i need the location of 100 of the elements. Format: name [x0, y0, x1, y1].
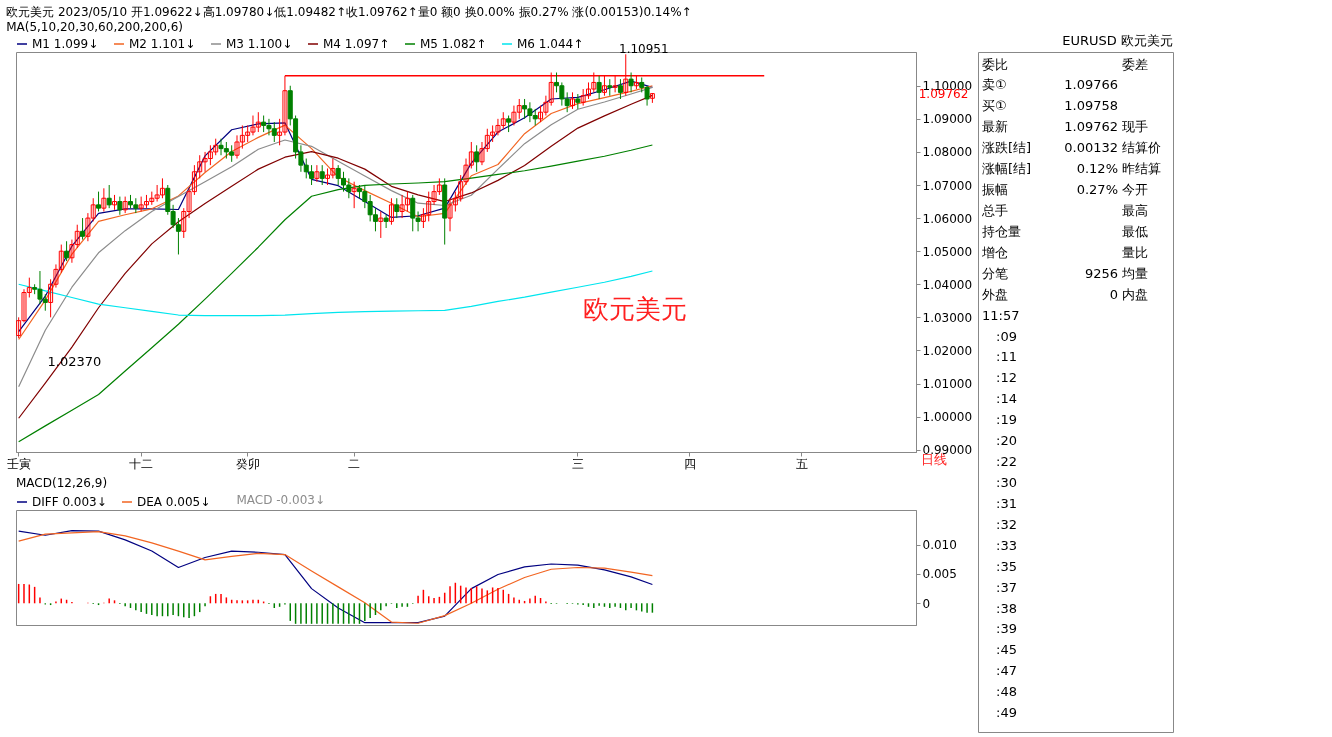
candlestick [117, 196, 123, 216]
candlestick [378, 210, 384, 239]
candlestick [314, 164, 320, 183]
text: 卖① [982, 77, 1007, 93]
y-tick-label: 1.07000 [922, 178, 973, 193]
text: EURUSD 欧元美元 [1062, 33, 1173, 48]
text: 1.09766 [1064, 77, 1118, 93]
candlestick [351, 181, 357, 209]
text: 委比 [982, 56, 1008, 72]
candlestick [319, 164, 325, 186]
text: 振幅 [982, 182, 1008, 198]
legend-label: DEA 0.005↓ [137, 495, 211, 509]
text: 内盘 [1122, 286, 1148, 302]
y-tick-label: 1.04000 [922, 277, 973, 292]
y-tick-label: 0.005 [922, 567, 957, 582]
x-tick-label: 五 [795, 456, 808, 471]
text: 1.09758 [1064, 98, 1118, 114]
chart-subtitle: MA(5,10,20,30,60,200,200,6) [6, 20, 183, 34]
text: MACD -0.003↓ [236, 492, 326, 507]
candlestick [383, 214, 389, 229]
text: 总手 [981, 203, 1008, 219]
text: 最高 [1122, 203, 1148, 219]
x-tick-label: 癸卯 [235, 456, 260, 471]
y-tick-label: 1.02000 [922, 343, 973, 358]
text: 委差 [1122, 56, 1148, 72]
y-tick-label: 0 [922, 596, 931, 611]
x-tick-label: 四 [683, 456, 696, 471]
text: :11 [996, 349, 1017, 365]
candlestick [394, 197, 400, 219]
text: 11:57 [982, 307, 1020, 323]
candlestick [628, 72, 634, 93]
y-tick-label: 0.010 [922, 538, 957, 553]
text: 分笔 [982, 265, 1008, 281]
text: :20 [996, 433, 1017, 449]
annotation: 欧元美元 [583, 294, 687, 324]
text: :09 [996, 328, 1017, 344]
text: :32 [996, 516, 1017, 532]
text: 昨结算 [1122, 161, 1161, 177]
legend-label: M4 1.097↑ [323, 37, 390, 51]
legend-label: M2 1.101↓ [129, 37, 196, 51]
candlestick [96, 191, 102, 212]
x-tick-label: 二 [348, 456, 361, 471]
text: :48 [996, 684, 1017, 700]
text: :19 [996, 412, 1017, 428]
text: 买① [982, 98, 1007, 114]
text: :37 [996, 579, 1017, 595]
x-tick-label: 十二 [129, 456, 154, 471]
y-tick-label: 1.01000 [922, 377, 973, 392]
annotation: 1.10951 [619, 41, 669, 56]
candlestick [106, 184, 112, 209]
candlestick [388, 197, 394, 226]
candlestick [80, 217, 86, 241]
x-tick-label: 壬寅 [6, 456, 31, 471]
text: 0.12% [1076, 161, 1118, 177]
text: :38 [996, 600, 1017, 616]
text: :12 [996, 370, 1017, 386]
text: 0.00132 [1064, 140, 1118, 156]
text: 1.09762 [1064, 119, 1118, 135]
text: :47 [996, 663, 1017, 679]
y-tick-label: 1.03000 [922, 310, 973, 325]
candlestick [617, 78, 623, 100]
y-tick-label: 1.05000 [922, 244, 973, 259]
legend-label: DIFF 0.003↓ [32, 495, 107, 509]
chart-title: 欧元美元 2023/05/10 开1.09622↓高1.09780↓低1.09482↑收1.09762↑量0 额0 换0.00% 振0.27% 涨(0.00153)0.14%↑ [6, 5, 692, 19]
text: 增仓 [981, 244, 1008, 260]
y-tick-label: 1.06000 [922, 211, 973, 226]
candlestick [596, 75, 602, 100]
legend-label: M1 1.099↓ [32, 37, 99, 51]
text: 0 [1109, 286, 1118, 302]
text: 持仓量 [982, 223, 1021, 239]
text: :14 [996, 391, 1017, 407]
legend-label: M6 1.044↑ [517, 37, 584, 51]
text: :31 [996, 495, 1017, 511]
text: 今开 [1122, 182, 1148, 198]
text: 涨跌[结] [982, 140, 1032, 156]
text: 9256 [1084, 265, 1118, 281]
text: 结算价 [1122, 140, 1161, 156]
text: :35 [996, 558, 1017, 574]
y-tick-label: 1.09000 [922, 112, 973, 127]
text: 现手 [1122, 119, 1148, 135]
text: :39 [996, 621, 1017, 637]
text: :22 [996, 454, 1017, 470]
y-tick-label: 1.00000 [922, 410, 973, 425]
text: :30 [996, 475, 1017, 491]
text: 涨幅[结] [982, 161, 1032, 177]
candlestick [474, 144, 480, 173]
text: 均量 [1121, 265, 1148, 281]
legend-label: M5 1.082↑ [420, 37, 487, 51]
text: 最新 [982, 119, 1008, 135]
chart-title: MACD(12,26,9) [16, 475, 108, 490]
legend-label: M3 1.100↓ [226, 37, 293, 51]
text: :33 [996, 537, 1017, 553]
candlestick [64, 240, 70, 262]
candlestick [101, 187, 107, 212]
y-tick-label: 1.08000 [922, 145, 973, 160]
text: 0.27% [1076, 182, 1118, 198]
text: 外盘 [982, 286, 1008, 302]
text: 最低 [1122, 223, 1148, 239]
text: 量比 [1122, 244, 1148, 260]
text: :49 [996, 705, 1017, 721]
